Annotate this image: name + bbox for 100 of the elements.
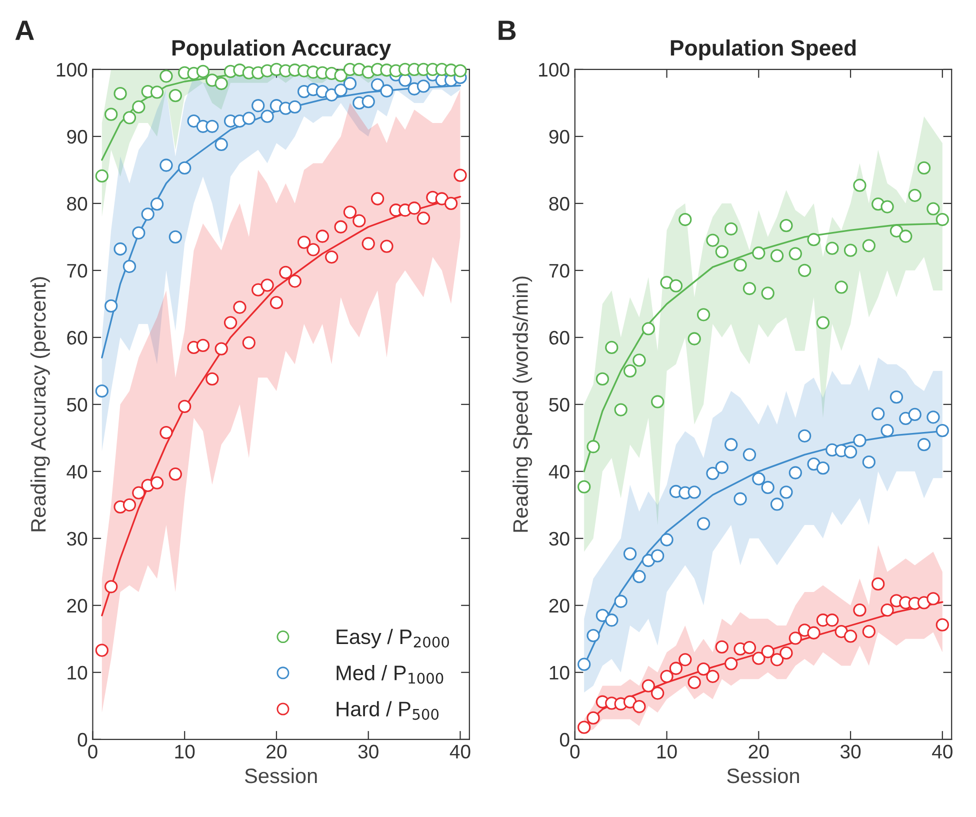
x-tick-label: 20: [266, 744, 287, 759]
y-tick-label: 70: [67, 264, 88, 278]
point: [168, 468, 182, 481]
x-tick-label: 30: [840, 744, 861, 759]
y-tick-label: 60: [67, 330, 88, 345]
point: [435, 192, 448, 206]
point: [642, 322, 655, 336]
point: [844, 244, 858, 257]
point: [380, 84, 394, 98]
point: [678, 212, 692, 226]
point: [669, 279, 683, 292]
point: [642, 554, 655, 568]
point: [252, 99, 265, 112]
y-tick-label: 80: [67, 196, 88, 211]
point: [408, 202, 421, 215]
point: [605, 340, 618, 354]
point: [343, 76, 357, 90]
point: [122, 260, 136, 273]
point: [380, 240, 394, 253]
legend-label: Med / P$_{1000}$: [336, 665, 444, 684]
y-tick-label: 50: [549, 398, 570, 412]
point: [688, 332, 701, 346]
point: [586, 711, 600, 725]
point: [780, 218, 793, 232]
point: [614, 403, 628, 416]
point: [752, 652, 766, 665]
y-axis-title: Reading Speed (words/min): [512, 276, 532, 532]
point: [141, 208, 154, 221]
y-tick-label: 50: [67, 398, 88, 412]
point: [160, 70, 173, 83]
y-tick-label: 20: [549, 598, 570, 613]
y-tick-label: 30: [549, 532, 570, 546]
point: [104, 299, 118, 313]
y-tick-label: 90: [549, 130, 570, 144]
point: [325, 250, 338, 264]
point: [168, 89, 182, 102]
point: [614, 594, 628, 608]
point: [150, 476, 164, 490]
point: [623, 364, 637, 378]
point: [724, 222, 738, 236]
point: [206, 120, 219, 133]
point: [853, 434, 866, 448]
point: [444, 196, 458, 210]
point: [214, 76, 228, 90]
y-tick-label: 40: [548, 464, 570, 479]
point: [362, 95, 375, 108]
point: [95, 384, 108, 398]
x-tick-label: 0: [88, 744, 98, 759]
point: [660, 533, 674, 546]
point: [807, 626, 820, 640]
point: [334, 220, 348, 234]
point: [734, 258, 747, 272]
point: [853, 178, 866, 192]
x-tick-label: 10: [657, 744, 677, 759]
point: [844, 445, 858, 459]
point: [688, 486, 701, 499]
point: [926, 202, 940, 216]
point: [260, 110, 274, 123]
point: [669, 662, 683, 675]
point: [770, 498, 784, 511]
point: [270, 296, 284, 310]
point: [122, 498, 136, 512]
x-tick-label: 20: [748, 744, 769, 759]
point: [242, 112, 256, 125]
point: [742, 448, 756, 462]
point: [632, 700, 646, 714]
point: [454, 168, 467, 182]
y-tick-label: 100: [56, 62, 88, 77]
point: [623, 547, 637, 560]
point: [853, 604, 866, 617]
point: [908, 408, 922, 422]
point: [917, 438, 931, 452]
point: [352, 214, 366, 228]
point: [706, 234, 720, 247]
point: [660, 670, 674, 683]
point: [95, 169, 108, 183]
point: [724, 657, 738, 670]
legend-label: Hard / P$_{500}$: [336, 701, 439, 720]
point: [936, 212, 949, 226]
point: [780, 486, 793, 499]
point: [715, 640, 728, 654]
point: [706, 670, 720, 683]
point: [233, 300, 246, 314]
point: [862, 455, 876, 469]
y-tick-label: 90: [67, 130, 88, 144]
x-tick-label: 0: [570, 744, 580, 759]
point: [632, 570, 646, 584]
point: [752, 472, 766, 486]
point: [761, 286, 774, 300]
y-tick-label: 10: [550, 666, 570, 680]
y-tick-label: 60: [549, 330, 570, 345]
point: [651, 686, 664, 700]
point: [880, 200, 894, 214]
point: [196, 338, 210, 352]
point: [288, 100, 302, 114]
point: [642, 679, 655, 692]
point: [122, 111, 136, 124]
point: [788, 466, 802, 480]
point: [761, 645, 774, 658]
point: [187, 114, 200, 128]
